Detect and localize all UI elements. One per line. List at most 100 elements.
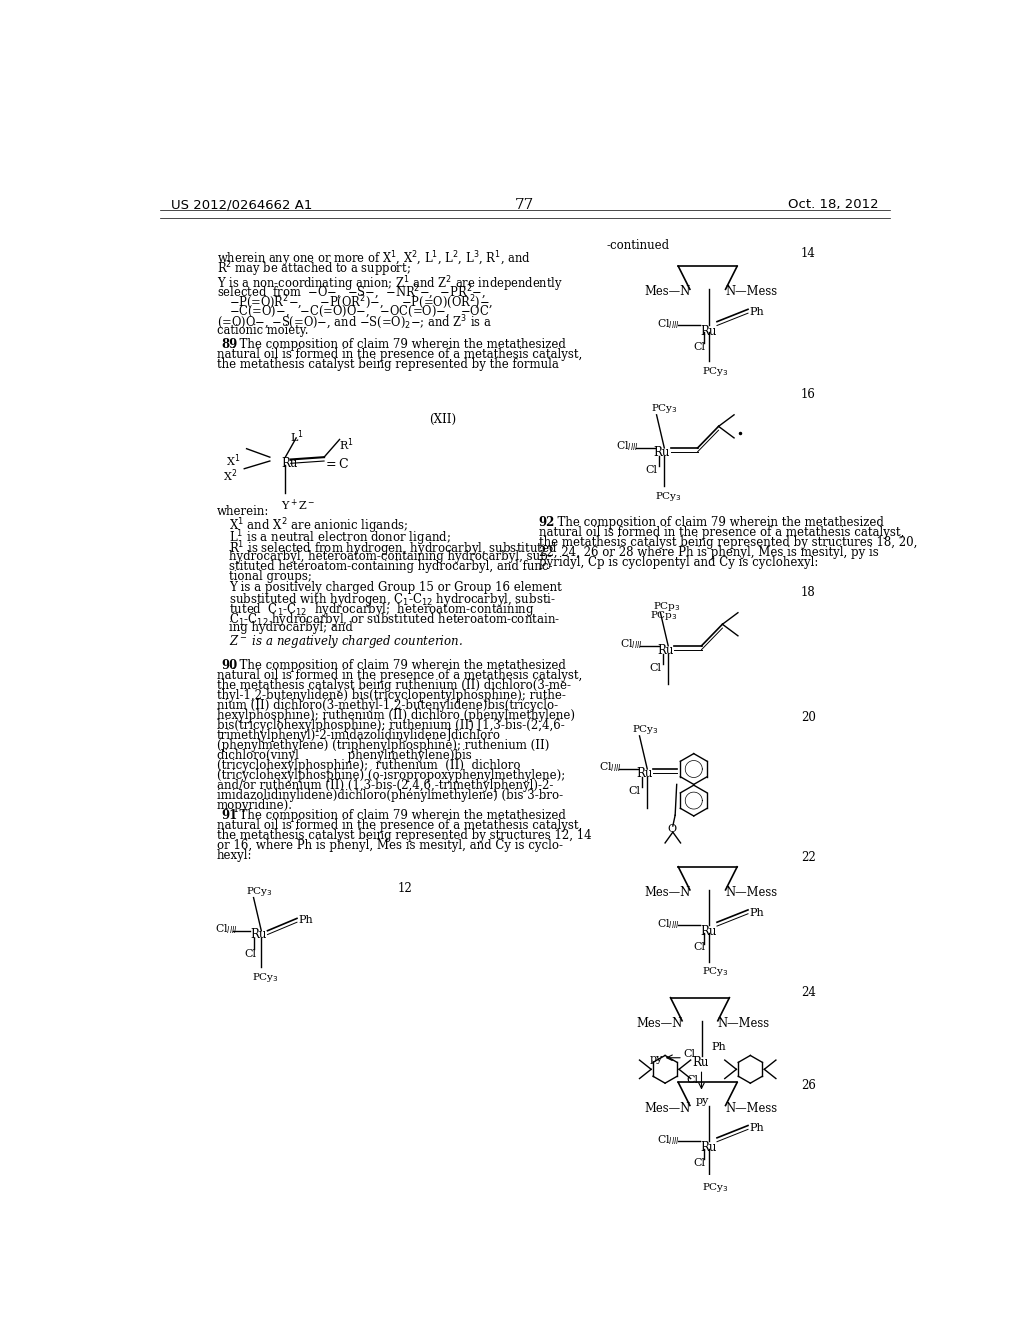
Text: Cl: Cl [245,949,256,960]
Text: Ru: Ru [700,925,717,939]
Text: PCy$_3$: PCy$_3$ [246,884,272,898]
Text: Y$^+$Z$^-$: Y$^+$Z$^-$ [281,498,315,512]
Text: N—Mess: N—Mess [718,1016,770,1030]
Text: ing hydrocarbyl; and: ing hydrocarbyl; and [228,622,352,634]
Text: Cl: Cl [686,1074,698,1085]
Text: Ph: Ph [750,908,764,917]
Text: PCp$_3$: PCp$_3$ [649,609,677,622]
Text: Cl: Cl [693,942,706,952]
Text: N—Mess: N—Mess [726,1102,777,1114]
Text: . The composition of claim 79 wherein the metathesized: . The composition of claim 79 wherein th… [231,659,565,672]
Text: PCy$_3$: PCy$_3$ [655,490,682,503]
Text: thyl-1,2-butenylidene) bis(tricyclopentylphosphine); ruthe-: thyl-1,2-butenylidene) bis(tricyclopenty… [217,689,566,702]
Text: C$_1$-C$_{12}$ hydrocarbyl, or substituted heteroatom-contain-: C$_1$-C$_{12}$ hydrocarbyl, or substitut… [228,611,560,628]
Text: Cl: Cl [646,465,657,475]
Text: . The composition of claim 79 wherein the metathesized: . The composition of claim 79 wherein th… [550,516,884,529]
Text: PCy$_3$: PCy$_3$ [701,1181,728,1195]
Text: stituted heteroatom-containing hydrocarbyl, and func-: stituted heteroatom-containing hydrocarb… [228,560,552,573]
Text: 22: 22 [801,851,815,865]
Text: tuted  C$_1$-C$_{12}$  hydrocarbyl;  heteroatom-containing: tuted C$_1$-C$_{12}$ hydrocarbyl; hetero… [228,601,535,618]
Text: Ru: Ru [657,644,674,656]
Text: Mes—N: Mes—N [636,1016,683,1030]
Text: Y is a positively charged Group 15 or Group 16 element: Y is a positively charged Group 15 or Gr… [228,581,561,594]
Text: Ph: Ph [299,915,313,925]
Text: wherein any one or more of X$^1$, X$^2$, L$^1$, L$^2$, L$^3$, R$^1$, and: wherein any one or more of X$^1$, X$^2$,… [217,249,530,269]
Text: imidazolidinylidene)dichloro(phenylmethylene) (bis 3-bro-: imidazolidinylidene)dichloro(phenylmethy… [217,789,563,803]
Text: Cl: Cl [693,1158,706,1168]
Text: mopyridine).: mopyridine). [217,799,293,812]
Text: Ru: Ru [282,457,298,470]
Text: natural oil is formed in the presence of a metathesis catalyst,: natural oil is formed in the presence of… [539,527,904,540]
Text: substituted with hydrogen, C$_1$-C$_{12}$ hydrocarbyl, substi-: substituted with hydrogen, C$_1$-C$_{12}… [228,591,556,609]
Text: 16: 16 [801,388,815,401]
Text: Cl$_{\mathit{llll}}$: Cl$_{\mathit{llll}}$ [599,760,622,775]
Text: (XII): (XII) [429,412,456,425]
Text: PCy$_3$: PCy$_3$ [632,723,658,735]
Text: PCy$_3$: PCy$_3$ [252,970,279,983]
Text: or 16, where Ph is phenyl, Mes is mesityl, and Cy is cyclo-: or 16, where Ph is phenyl, Mes is mesity… [217,840,563,853]
Text: the metathesis catalyst being represented by structures 18, 20,: the metathesis catalyst being represente… [539,536,918,549]
Text: hexyl:: hexyl: [217,849,253,862]
Text: 77: 77 [515,198,535,213]
Text: trimethylphenyl)-2-imidazolidinylidene]dichloro: trimethylphenyl)-2-imidazolidinylidene]d… [217,729,501,742]
Text: 20: 20 [801,711,815,725]
Text: Mes—N: Mes—N [644,886,690,899]
Text: $=$C: $=$C [323,457,349,471]
Text: 89: 89 [221,338,238,351]
Text: Ru: Ru [692,1056,709,1069]
Text: 24: 24 [801,986,815,999]
Text: Cl: Cl [629,785,641,796]
Text: (phenylmethylene) (triphenylphosphine); ruthenium (II): (phenylmethylene) (triphenylphosphine); … [217,739,550,752]
Text: 18: 18 [801,586,815,599]
Text: natural oil is formed in the presence of a metathesis catalyst,: natural oil is formed in the presence of… [217,348,583,360]
Text: bis(tricyclohexylphosphine); ruthenium (II) [1,3-bis-(2,4,6-: bis(tricyclohexylphosphine); ruthenium (… [217,719,565,733]
Text: pyridyl, Cp is cyclopentyl and Cy is cyclohexyl:: pyridyl, Cp is cyclopentyl and Cy is cyc… [539,557,818,569]
Text: cationic moiety.: cationic moiety. [217,323,308,337]
Text: Cl$_{\mathit{llll}}$: Cl$_{\mathit{llll}}$ [621,638,642,651]
Text: Cl$_{\mathit{llll}}$: Cl$_{\mathit{llll}}$ [616,440,639,453]
Text: Y is a non-coordinating anion; Z$^1$ and Z$^2$ are independently: Y is a non-coordinating anion; Z$^1$ and… [217,275,563,293]
Text: Ph: Ph [750,1123,764,1133]
Text: R$^1$: R$^1$ [339,437,353,453]
Text: Cl: Cl [693,342,706,351]
Text: -continued: -continued [606,239,670,252]
Text: Cl$_{\mathit{llll}}$: Cl$_{\mathit{llll}}$ [215,923,238,936]
Text: 92: 92 [539,516,555,529]
Text: PCp$_3$: PCp$_3$ [652,599,680,612]
Text: nium (II) dichloro(3-methyl-1,2-butenylidene)bis(tricyclo-: nium (II) dichloro(3-methyl-1,2-butenyli… [217,700,558,711]
Text: py: py [649,1053,663,1064]
Text: . The composition of claim 79 wherein the metathesized: . The composition of claim 79 wherein th… [231,809,565,822]
Text: N—Mess: N—Mess [726,285,777,298]
Text: L$^1$: L$^1$ [290,428,304,445]
Text: 12: 12 [397,882,413,895]
Text: the metathesis catalyst being ruthenium (II) dichloro(3-me-: the metathesis catalyst being ruthenium … [217,678,571,692]
Text: X$^1$: X$^1$ [226,453,241,469]
Text: . The composition of claim 79 wherein the metathesized: . The composition of claim 79 wherein th… [231,338,565,351]
Text: the metathesis catalyst being represented by the formula: the metathesis catalyst being represente… [217,358,559,371]
Text: wherein:: wherein: [217,506,269,517]
Text: (tricyclohexylphosphine) (o-isropropoxyphenylmethylene);: (tricyclohexylphosphine) (o-isropropoxyp… [217,770,565,781]
Text: 91: 91 [221,809,238,822]
Text: Oct. 18, 2012: Oct. 18, 2012 [788,198,879,211]
Text: 22, 24, 26 or 28 where Ph is phenyl, Mes is mesityl, py is: 22, 24, 26 or 28 where Ph is phenyl, Mes… [539,546,879,560]
Text: N—Mess: N—Mess [726,886,777,899]
Text: PCy$_3$: PCy$_3$ [651,401,678,414]
Text: Ru: Ru [700,325,717,338]
Text: Ru: Ru [653,446,670,458]
Text: R$^2$ may be attached to a support;: R$^2$ may be attached to a support; [217,259,411,279]
Text: PCy$_3$: PCy$_3$ [701,364,728,378]
Text: $-$P(=O)R$^2$$-$,     $-$P(OR$^2$)$-$,     $-$P(=O)(OR$^2$)$-$,: $-$P(=O)R$^2$$-$, $-$P(OR$^2$)$-$, $-$P(… [228,294,494,312]
Text: Ru: Ru [700,1140,717,1154]
Text: dichloro(vinyl             phenylmethylene)bis: dichloro(vinyl phenylmethylene)bis [217,748,472,762]
Text: tional groups;: tional groups; [228,570,311,582]
Text: US 2012/0264662 A1: US 2012/0264662 A1 [171,198,312,211]
Text: selected  from  $-$O$-$,  $-$S$-$,  $-$NR$^2$$-$,  $-$PR$^2$$-$,: selected from $-$O$-$, $-$S$-$, $-$NR$^2… [217,284,485,302]
Text: Ru: Ru [636,767,652,780]
Text: (=O)O$-$, $-$S(=O)$-$, and $-$S(=O)$_2$$-$; and Z$^3$ is a: (=O)O$-$, $-$S(=O)$-$, and $-$S(=O)$_2$$… [217,314,492,333]
Text: Cl: Cl [683,1048,695,1059]
Text: hydrocarbyl, heteroatom-containing hydrocarbyl, sub-: hydrocarbyl, heteroatom-containing hydro… [228,549,552,562]
Text: natural oil is formed in the presence of a metathesis catalyst,: natural oil is formed in the presence of… [217,669,583,682]
Text: Cl$_{\mathit{llll}}$: Cl$_{\mathit{llll}}$ [657,917,680,932]
Text: Ph: Ph [750,308,764,317]
Text: Cl: Cl [649,663,662,673]
